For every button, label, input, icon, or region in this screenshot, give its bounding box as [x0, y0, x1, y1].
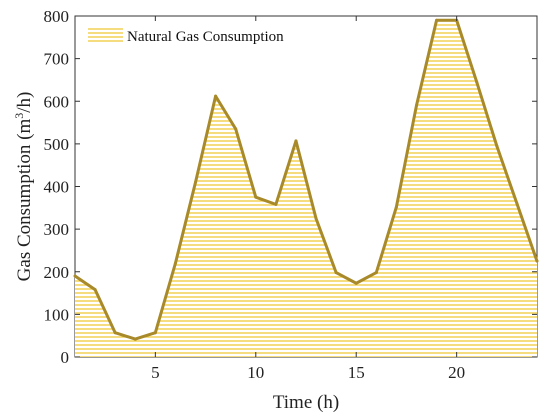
y-tick-label: 400	[44, 178, 70, 197]
legend-swatch	[88, 28, 123, 44]
data-point-23	[515, 202, 519, 206]
data-point-18	[414, 104, 418, 108]
data-point-22	[495, 144, 499, 148]
x-tick-label: 5	[151, 363, 160, 382]
y-tick-label: 800	[44, 7, 70, 26]
x-tick-label: 15	[348, 363, 365, 382]
data-point-12	[294, 139, 298, 143]
y-tick-label: 700	[44, 50, 70, 69]
data-point-24	[535, 259, 539, 263]
data-point-10	[254, 195, 258, 199]
y-axis-ticks: 0 100 200 300 400 500 600 700 800	[44, 7, 537, 367]
data-point-13	[314, 216, 318, 220]
data-point-21	[475, 80, 479, 84]
data-point-19	[435, 18, 439, 22]
y-tick-label: 300	[44, 220, 70, 239]
x-tick-label: 10	[247, 363, 264, 382]
data-point-4	[133, 337, 137, 341]
y-axis-label: Gas Consumption (m3/h)	[12, 92, 35, 282]
y-axis-label-superscript: 3	[12, 113, 26, 119]
series-line	[74, 18, 539, 341]
y-tick-label: 200	[44, 263, 70, 282]
data-point-16	[374, 271, 378, 275]
data-point-15	[354, 281, 358, 285]
data-point-6	[173, 261, 177, 265]
data-point-7	[194, 180, 198, 184]
data-point-8	[214, 94, 218, 98]
data-point-3	[113, 331, 117, 335]
legend-label: Natural Gas Consumption	[127, 29, 284, 45]
data-point-17	[394, 205, 398, 209]
data-point-2	[93, 288, 97, 292]
plot-area	[73, 15, 539, 358]
x-tick-label: 20	[448, 363, 465, 382]
data-point-9	[234, 127, 238, 131]
y-tick-label: 0	[61, 348, 70, 367]
x-axis-ticks: 5 10 15 20	[151, 16, 465, 382]
y-tick-label: 600	[44, 92, 70, 111]
x-axis-label: Time (h)	[273, 392, 339, 413]
data-point-14	[334, 271, 338, 275]
y-tick-label: 500	[44, 135, 70, 154]
y-tick-label: 100	[44, 305, 70, 324]
data-points	[73, 18, 539, 341]
y-axis-label-end: /h)	[14, 92, 35, 113]
data-point-11	[274, 202, 278, 206]
data-point-5	[153, 331, 157, 335]
legend: Natural Gas Consumption	[88, 28, 284, 45]
data-point-1	[73, 274, 77, 278]
y-axis-label-main: Gas Consumption (m	[14, 119, 35, 282]
area-fill	[75, 20, 537, 357]
